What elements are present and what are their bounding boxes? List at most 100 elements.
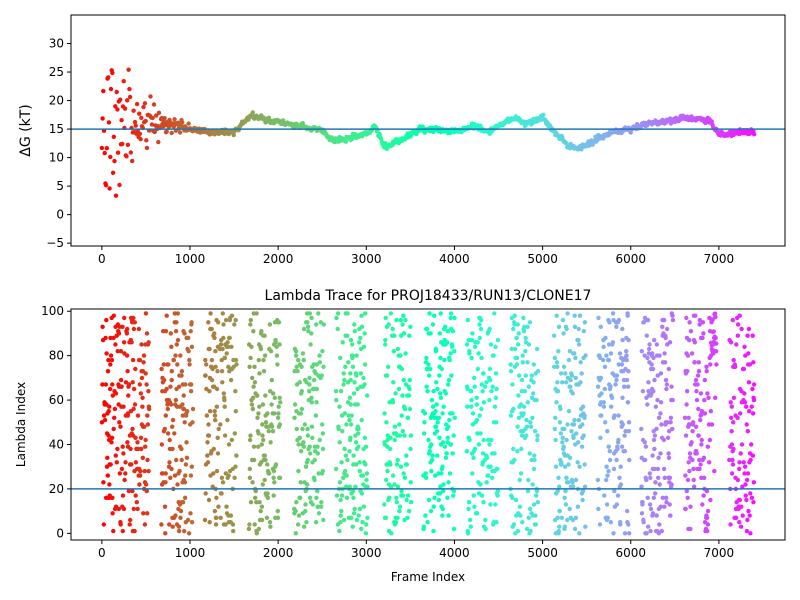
lambda-point <box>475 431 480 436</box>
lambda-point <box>731 357 736 363</box>
lambda-point <box>214 468 220 474</box>
lambda-point <box>110 382 115 387</box>
lambda-point <box>178 515 183 520</box>
lambda-point <box>488 377 493 383</box>
lambda-point <box>137 482 142 487</box>
lambda-point <box>296 513 302 518</box>
lambda-point <box>656 475 661 480</box>
lambda-point <box>569 429 574 434</box>
lambda-point <box>577 531 582 536</box>
lambda-point <box>526 477 531 483</box>
lambda-point <box>552 426 557 432</box>
lambda-point <box>173 329 179 334</box>
lambda-point <box>214 404 219 409</box>
lambda-point <box>573 515 579 520</box>
lambda-point <box>732 364 738 369</box>
lambda-x-ticks: 0 1000 2000 3000 4000 5000 6000 7000 <box>98 540 734 560</box>
lambda-point <box>268 524 273 529</box>
lambda-point <box>363 462 368 467</box>
lambda-point <box>348 435 353 440</box>
lambda-point <box>276 404 281 409</box>
lambda-point <box>467 437 472 443</box>
lambda-point <box>663 335 668 341</box>
lambda-point <box>393 391 398 396</box>
lambda-point <box>187 357 192 363</box>
lambda-point <box>397 504 403 509</box>
lambda-point <box>124 331 130 336</box>
lambda-point <box>353 484 358 489</box>
lambda-point <box>207 409 213 414</box>
delta-g-x-ticks: 0 1000 2000 3000 4000 5000 6000 7000 <box>98 246 734 266</box>
lambda-point <box>729 442 735 447</box>
lambda-point <box>597 522 603 527</box>
lambda-point <box>553 415 558 420</box>
lambda-point <box>305 433 311 438</box>
lambda-point <box>493 502 498 507</box>
lambda-point <box>557 420 563 425</box>
lambda-point <box>606 357 612 363</box>
lambda-point <box>130 488 135 494</box>
lambda-point <box>610 340 616 345</box>
x-tick-label: 1000 <box>175 546 206 560</box>
lambda-point <box>293 508 298 514</box>
lambda-point <box>139 446 144 452</box>
lambda-point <box>351 453 356 458</box>
lambda-point <box>438 355 443 361</box>
lambda-point <box>250 480 255 485</box>
lambda-point <box>400 393 405 398</box>
lambda-point <box>713 395 718 400</box>
lambda-point <box>392 424 398 429</box>
lambda-point <box>121 404 126 409</box>
lambda-point <box>572 351 577 356</box>
lambda-point <box>704 488 710 494</box>
lambda-point <box>310 502 315 507</box>
lambda-point <box>305 324 311 329</box>
lambda-point <box>263 420 269 425</box>
lambda-point <box>305 426 310 432</box>
lambda-point <box>184 455 190 460</box>
lambda-point <box>321 364 326 369</box>
lambda-point <box>357 506 363 512</box>
lambda-point <box>335 326 340 332</box>
delta-g-point <box>212 132 217 137</box>
lambda-point <box>439 366 444 372</box>
delta-g-point <box>104 146 110 151</box>
lambda-point <box>339 493 345 498</box>
lambda-point <box>276 320 282 325</box>
delta-g-point <box>564 141 569 146</box>
lambda-point <box>655 373 660 378</box>
lambda-point <box>110 393 116 398</box>
x-tick-label: 7000 <box>704 252 735 266</box>
lambda-point <box>626 429 631 434</box>
lambda-point <box>141 353 147 358</box>
lambda-point <box>161 362 166 367</box>
lambda-point <box>363 531 369 536</box>
lambda-point <box>535 369 541 374</box>
lambda-point <box>515 449 520 454</box>
delta-g-point <box>343 139 348 144</box>
lambda-point <box>687 320 692 325</box>
lambda-point <box>474 402 479 407</box>
lambda-point <box>216 320 221 325</box>
lambda-point <box>110 511 115 516</box>
lambda-point <box>135 506 140 512</box>
lambda-point <box>551 333 557 338</box>
lambda-point <box>99 420 105 425</box>
lambda-point <box>107 482 112 487</box>
lambda-point <box>468 524 473 529</box>
lambda-point <box>304 520 309 525</box>
lambda-point <box>662 351 667 356</box>
lambda-point <box>626 522 631 527</box>
lambda-point <box>465 386 470 392</box>
lambda-point <box>271 468 277 474</box>
lambda-point <box>131 326 137 332</box>
lambda-point <box>431 528 436 534</box>
delta-g-point <box>377 132 382 137</box>
delta-g-point <box>131 108 136 113</box>
lambda-point <box>705 522 711 527</box>
lambda-point <box>441 482 446 487</box>
lambda-point <box>134 500 139 505</box>
lambda-point <box>142 522 148 527</box>
lambda-point <box>383 342 388 347</box>
lambda-point <box>602 364 608 369</box>
